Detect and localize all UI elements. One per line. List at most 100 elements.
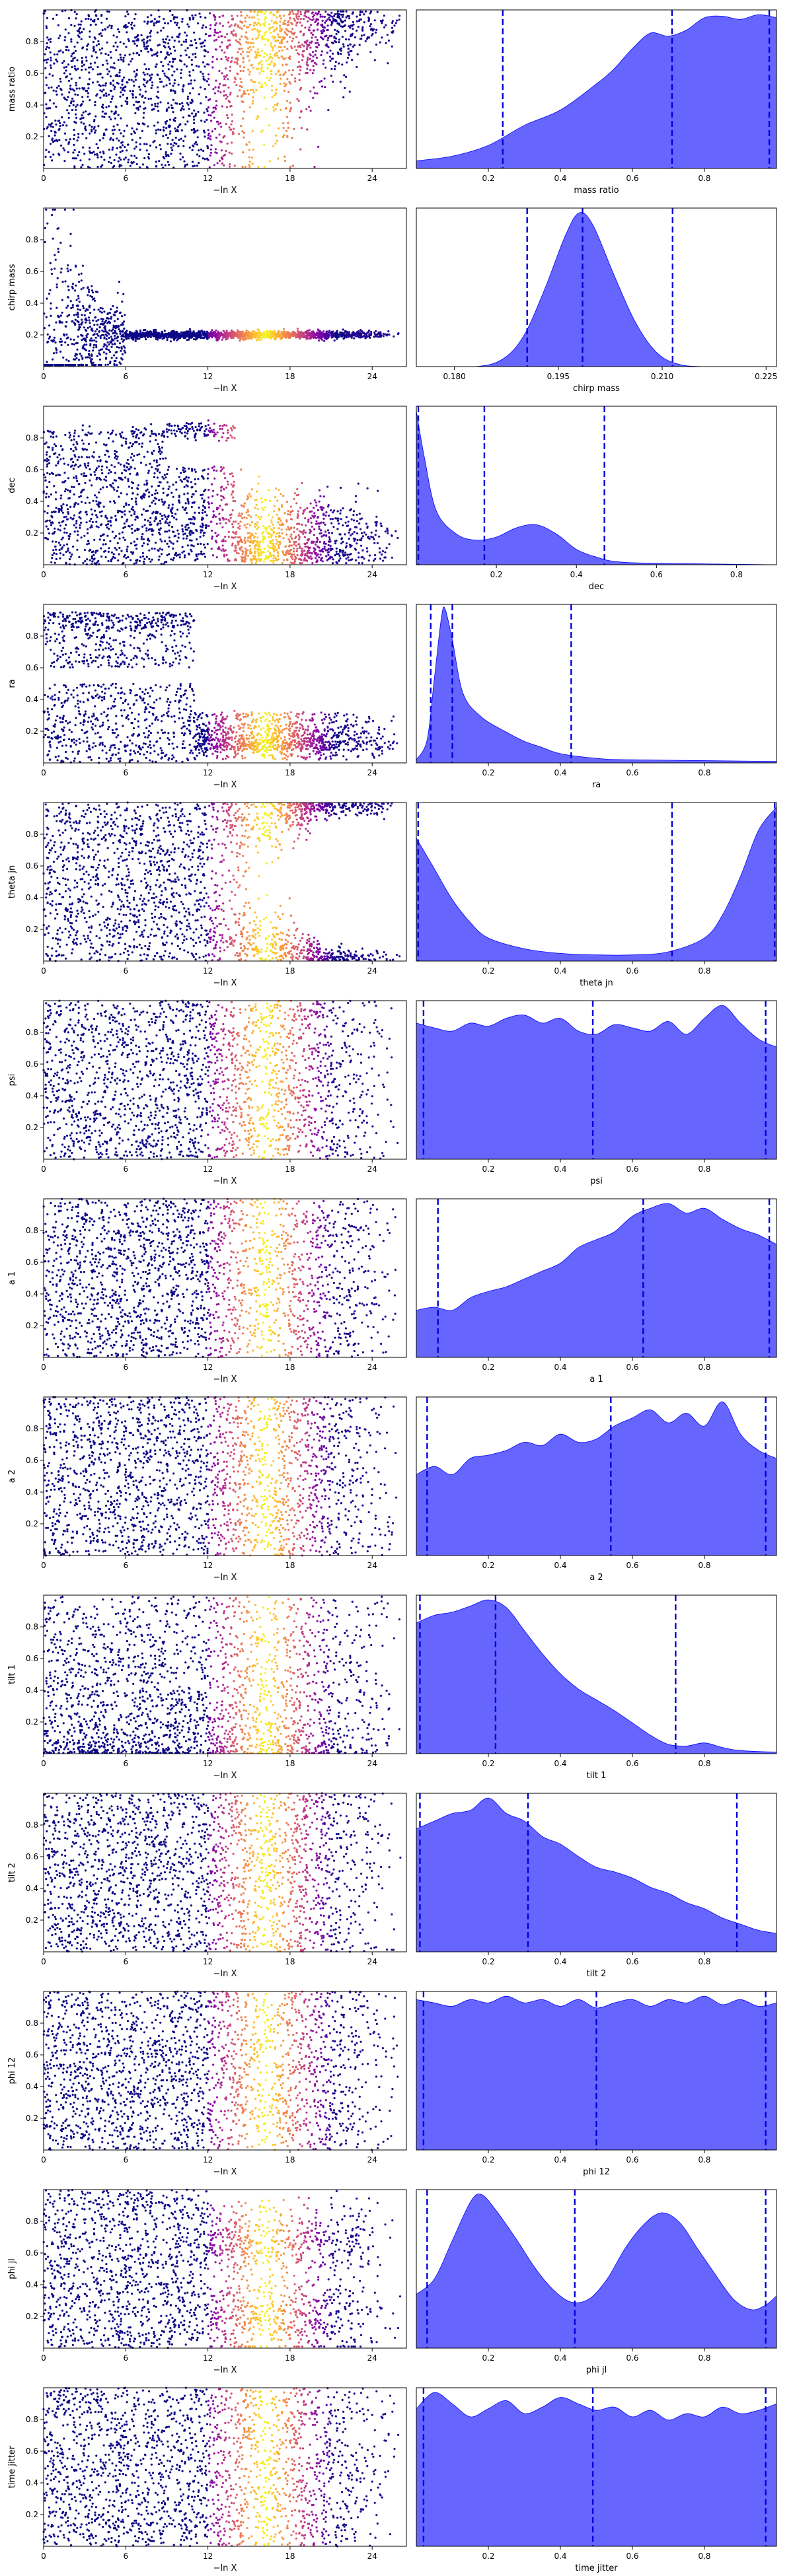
sample-point <box>59 351 61 353</box>
sample-point <box>252 38 254 40</box>
sample-point <box>99 359 101 361</box>
sample-point <box>205 425 207 427</box>
sample-point <box>269 63 271 65</box>
sample-point <box>96 153 98 155</box>
sample-point <box>144 329 146 331</box>
sample-point <box>233 34 235 36</box>
sample-point <box>108 116 110 118</box>
sample-point <box>356 331 358 333</box>
sample-point <box>124 314 126 316</box>
sample-point <box>187 104 189 106</box>
sample-point <box>257 48 259 50</box>
sample-point <box>99 49 101 51</box>
sample-point <box>322 560 324 562</box>
sample-point <box>104 344 106 346</box>
sample-point <box>155 161 157 162</box>
sample-point <box>110 82 112 84</box>
sample-point <box>124 351 126 353</box>
sample-point <box>120 159 122 161</box>
sample-point <box>336 22 338 24</box>
sample-point <box>77 336 79 338</box>
sample-point <box>75 526 77 528</box>
sample-point <box>191 129 193 131</box>
sample-point <box>220 489 222 491</box>
sample-point <box>172 119 174 121</box>
sample-point <box>83 87 85 89</box>
sample-point <box>103 322 105 324</box>
sample-point <box>157 87 159 89</box>
sample-point <box>73 46 75 48</box>
sample-point <box>224 36 226 38</box>
sample-point <box>242 118 244 120</box>
sample-point <box>85 90 87 92</box>
sample-point <box>166 120 168 122</box>
sample-point <box>293 18 295 20</box>
sample-point <box>72 304 74 306</box>
sample-point <box>102 318 104 320</box>
sample-point <box>348 48 350 50</box>
sample-point <box>50 87 52 89</box>
sample-point <box>340 542 342 544</box>
sample-point <box>297 534 299 536</box>
sample-point <box>252 81 254 83</box>
sample-point <box>188 335 190 337</box>
sample-point <box>66 315 68 317</box>
sample-point <box>174 83 176 85</box>
sample-point <box>243 57 245 59</box>
sample-point <box>46 486 48 488</box>
sample-point <box>262 129 264 131</box>
sample-point <box>237 95 239 97</box>
sample-point <box>256 339 258 341</box>
sample-point <box>229 66 231 68</box>
sample-point <box>132 96 134 98</box>
sample-point <box>77 534 79 536</box>
sample-point <box>311 522 313 524</box>
sample-point <box>385 334 387 336</box>
sample-point <box>75 114 77 116</box>
sample-point <box>94 104 96 106</box>
sample-point <box>234 165 236 167</box>
sample-point <box>303 18 305 20</box>
sample-point <box>239 85 241 87</box>
sample-point <box>51 214 53 216</box>
sample-point <box>242 151 244 153</box>
sample-point <box>92 299 94 301</box>
sample-point <box>72 57 74 59</box>
sample-point <box>330 331 332 333</box>
sample-point <box>358 26 359 28</box>
sample-point <box>334 542 336 544</box>
sample-point <box>143 44 145 46</box>
sample-point <box>44 476 46 478</box>
sample-point <box>162 65 164 67</box>
sample-point <box>369 51 371 53</box>
sample-point <box>221 50 223 52</box>
sample-point <box>120 87 122 89</box>
sample-point <box>106 128 108 130</box>
trace-points <box>43 419 399 565</box>
x-tick-label: 0.8 <box>698 174 710 183</box>
sample-point <box>286 136 288 138</box>
sample-point <box>136 128 138 130</box>
sample-point <box>247 55 249 57</box>
sample-point <box>163 45 165 47</box>
sample-point <box>356 335 358 337</box>
sample-point <box>44 443 46 445</box>
sample-point <box>143 157 145 159</box>
sample-point <box>286 100 288 102</box>
sample-point <box>212 516 214 518</box>
sample-point <box>377 542 379 544</box>
sample-point <box>204 555 206 557</box>
sample-point <box>299 31 301 33</box>
sample-point <box>188 71 190 73</box>
sample-point <box>258 63 260 65</box>
sample-point <box>49 107 51 109</box>
sample-point <box>204 50 206 52</box>
sample-point <box>298 54 300 55</box>
sample-point <box>334 29 336 31</box>
sample-point <box>118 347 120 349</box>
sample-point <box>77 295 79 297</box>
sample-point <box>146 149 148 151</box>
sample-point <box>48 324 50 326</box>
sample-point <box>285 71 287 73</box>
sample-point <box>168 125 170 127</box>
